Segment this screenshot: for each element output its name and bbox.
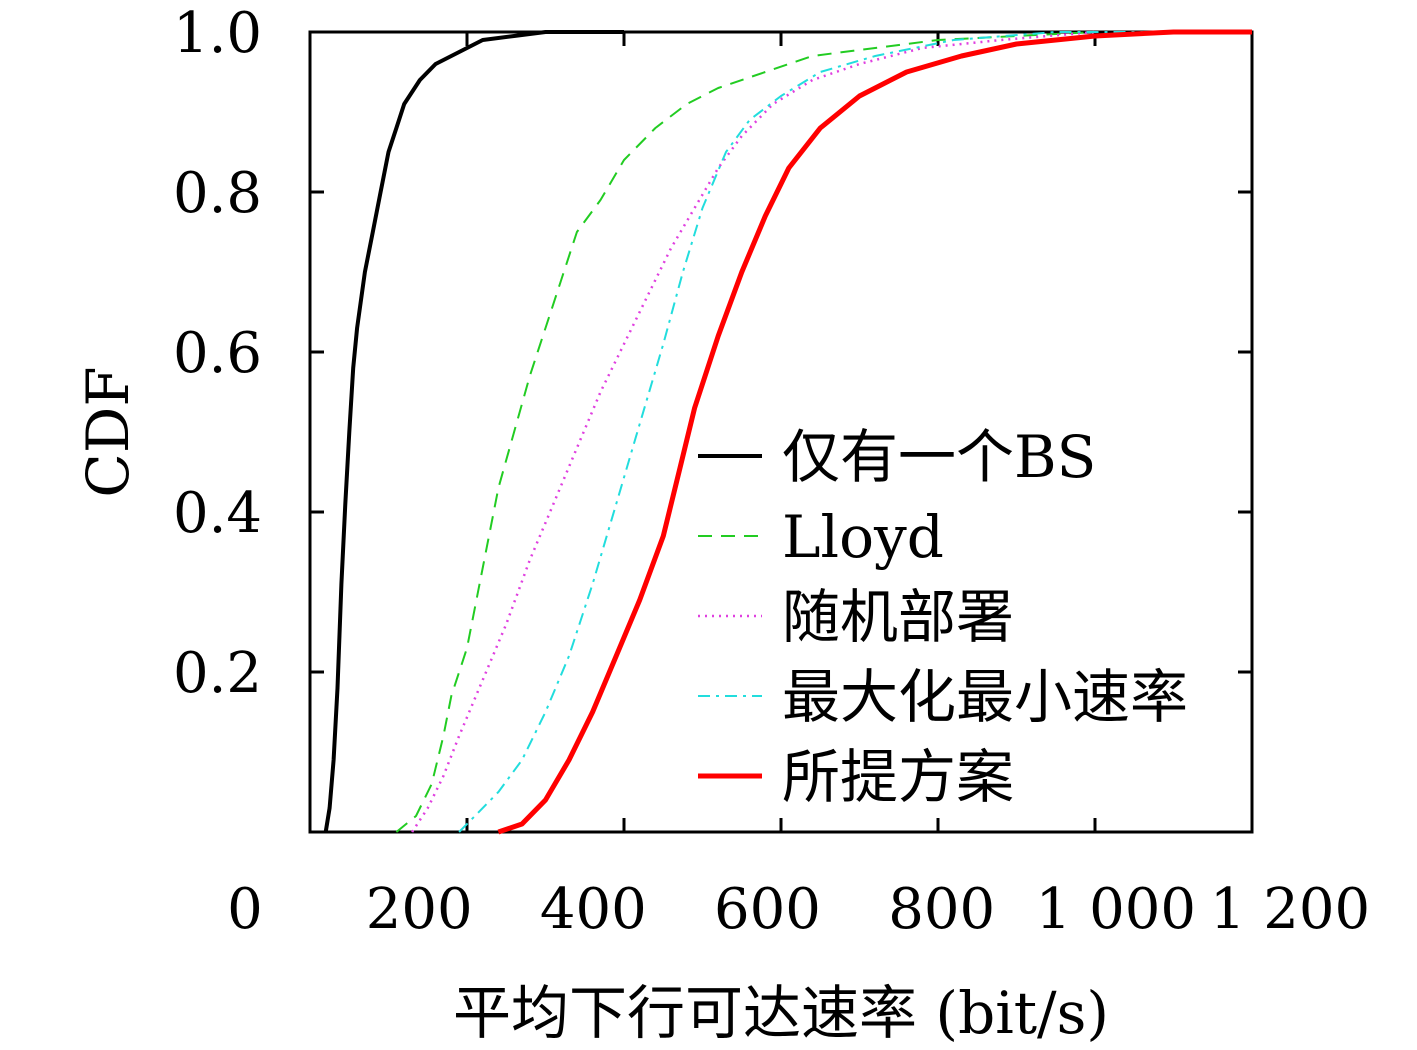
legend-label-3: 随机部署 <box>782 583 1014 651</box>
y-tick-label: 0.8 <box>173 161 262 226</box>
legend-label-5: 所提方案 <box>782 743 1014 811</box>
x-tick-label: 1 200 <box>1210 877 1370 942</box>
x-tick-label: 600 <box>714 877 821 942</box>
legend-label-4: 最大化最小速率 <box>782 663 1188 731</box>
y-tick-label: 0.2 <box>173 641 262 706</box>
y-tick-label: 0.4 <box>173 481 262 546</box>
x-tick-label: 800 <box>888 877 995 942</box>
x-tick-label: 0 <box>227 877 263 942</box>
tick-labels: 0 200 400 600 800 1 000 1 200 0.2 0.4 0.6 0.8 1.0 <box>173 1 1370 942</box>
x-axis-title: 平均下行可达速率 (bit/s) <box>453 979 1109 1047</box>
series-layer <box>323 29 1252 835</box>
series-line-4 <box>458 31 1252 833</box>
series-line-2 <box>395 31 1096 833</box>
x-tick-label: 1 000 <box>1036 877 1196 942</box>
tick-marks <box>310 32 1252 832</box>
x-tick-label: 200 <box>366 877 473 942</box>
legend-label-2: Lloyd <box>782 503 944 571</box>
series-line-5 <box>497 29 1252 835</box>
y-tick-label: 1.0 <box>173 1 262 66</box>
legend-label-1: 仅有一个BS <box>782 423 1096 491</box>
y-tick-label: 0.6 <box>173 321 262 386</box>
x-tick-label: 400 <box>540 877 647 942</box>
y-axis-title: CDF <box>74 366 142 497</box>
series-line-1 <box>323 30 624 833</box>
